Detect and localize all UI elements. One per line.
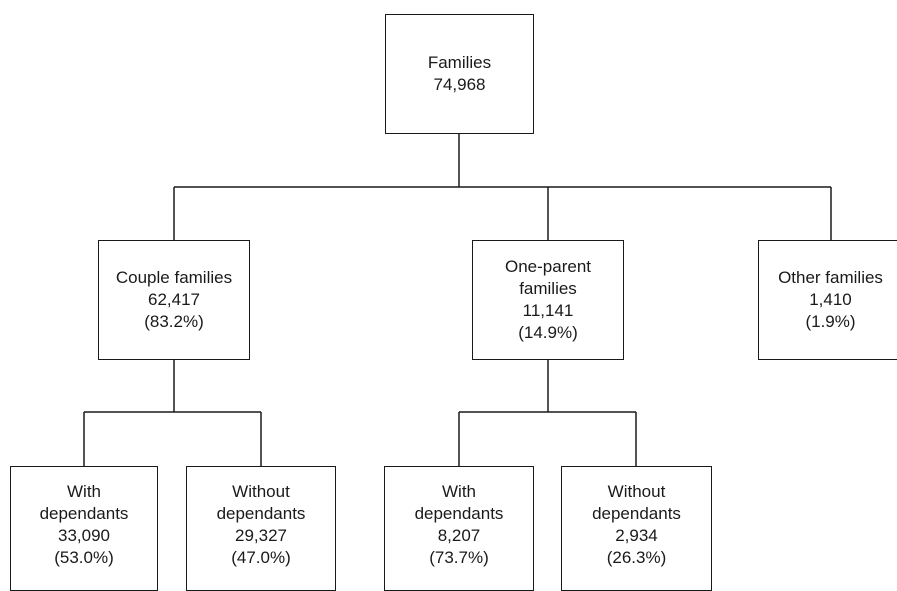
one-without-line2: dependants — [592, 504, 681, 523]
one-with-pct: (73.7%) — [429, 548, 489, 567]
couple-without-count: 29,327 — [235, 526, 287, 545]
couple-with-line2: dependants — [39, 504, 129, 523]
other-families-pct: (1.9%) — [805, 312, 856, 331]
one-without-line1: Without — [607, 482, 666, 501]
couple-with-count: 33,090 — [58, 526, 110, 545]
one-parent-without-dependants-node: Without dependants 2,934 (26.3%) — [561, 466, 712, 591]
one-parent-pct: (14.9%) — [518, 323, 578, 342]
couple-with-pct: (53.0%) — [54, 548, 114, 567]
couple-without-line1: Without — [232, 482, 290, 501]
couple-families-node: Couple families 62,417 (83.2%) — [98, 240, 250, 360]
couple-without-dependants-node: Without dependants 29,327 (47.0%) — [186, 466, 336, 591]
other-families-count: 1,410 — [809, 290, 852, 309]
one-without-count: 2,934 — [615, 526, 658, 545]
couple-without-line2: dependants — [216, 504, 306, 523]
one-without-pct: (26.3%) — [606, 548, 667, 567]
one-parent-count: 11,141 — [522, 301, 574, 320]
families-label: Families — [427, 53, 492, 72]
couple-families-count: 62,417 — [148, 290, 200, 309]
one-parent-families-node: One-parent families 11,141 (14.9%) — [472, 240, 624, 360]
couple-with-dependants-node: With dependants 33,090 (53.0%) — [10, 466, 158, 591]
families-node: Families 74,968 — [385, 14, 534, 134]
couple-families-label: Couple families — [115, 268, 233, 287]
one-parent-label-line2: families — [519, 279, 577, 298]
one-with-line1: With — [442, 482, 476, 501]
couple-with-line1: With — [67, 482, 101, 501]
families-count: 74,968 — [433, 75, 486, 94]
one-parent-label-line1: One-parent — [505, 257, 591, 276]
one-with-line2: dependants — [414, 504, 504, 523]
other-families-label: Other families — [778, 268, 883, 287]
couple-without-pct: (47.0%) — [231, 548, 291, 567]
other-families-node: Other families 1,410 (1.9%) — [758, 240, 897, 360]
one-with-count: 8,207 — [437, 526, 481, 545]
one-parent-with-dependants-node: With dependants 8,207 (73.7%) — [384, 466, 534, 591]
couple-families-pct: (83.2%) — [144, 312, 204, 331]
